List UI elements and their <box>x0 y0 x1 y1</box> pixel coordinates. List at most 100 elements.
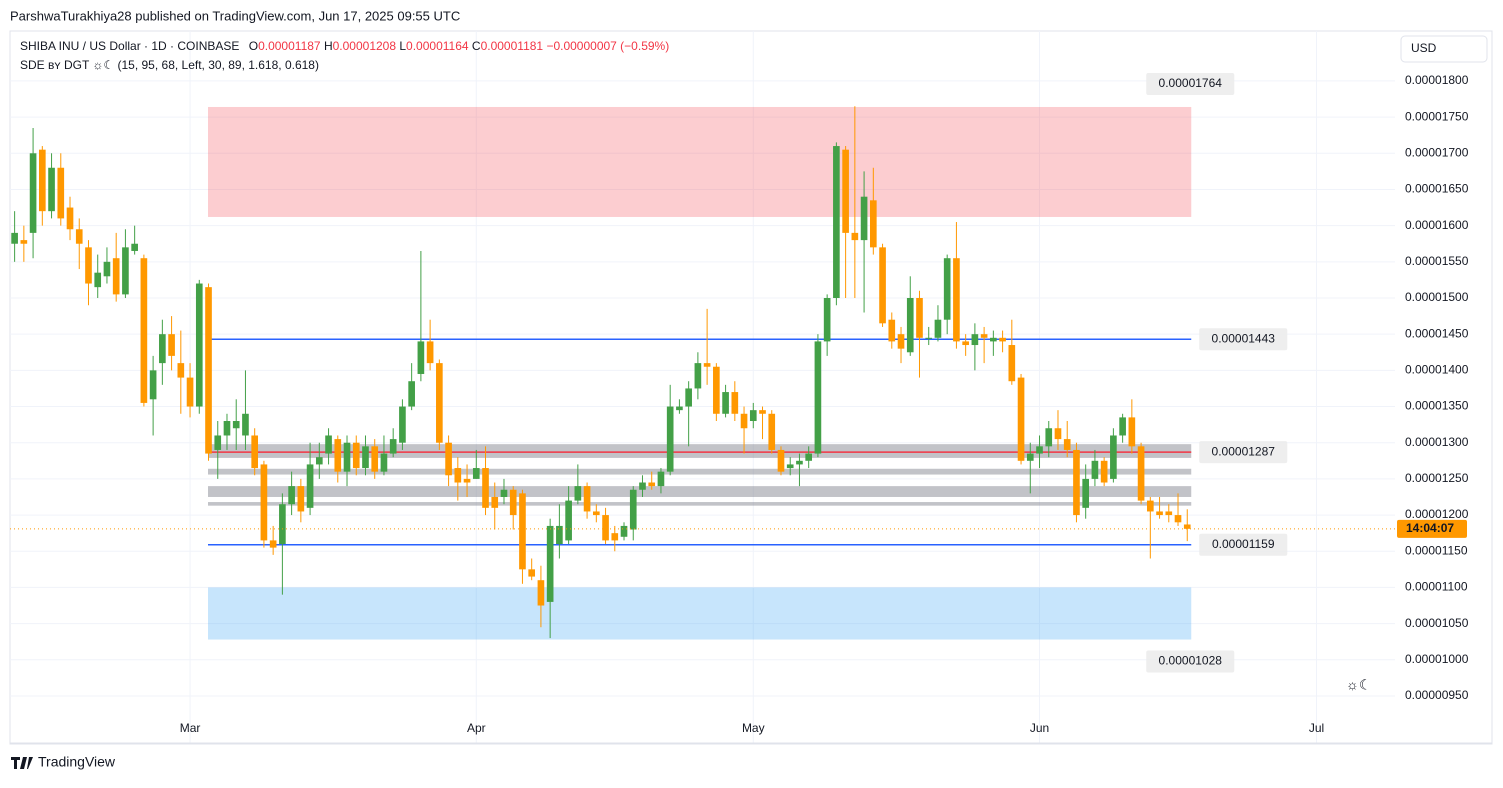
y-tick-label: 0.00001000 <box>1405 652 1469 666</box>
symbol-header: SHIBA INU / US Dollar · 1D · COINBASE O0… <box>20 39 669 53</box>
candle-body <box>805 453 813 461</box>
candle-body <box>602 515 609 541</box>
candle-body <box>546 525 554 602</box>
candle-body <box>29 153 37 233</box>
candle-body <box>1183 524 1191 529</box>
candle-body <box>685 388 692 407</box>
candle-body <box>436 363 443 443</box>
candle-body <box>352 442 360 469</box>
candle-body <box>491 496 499 508</box>
ohlc-key: L <box>399 39 406 53</box>
pane-border <box>9 30 1493 745</box>
candle-body <box>1026 453 1034 461</box>
ohlc-value: 0.00001187 <box>258 39 321 53</box>
candle-body <box>251 435 259 469</box>
indicator-header: SDE ʙʏ DGT ☼☾ (15, 95, 68, Left, 30, 89,… <box>20 58 319 72</box>
candle-body <box>777 449 785 472</box>
candle-body <box>934 319 942 338</box>
currency-box[interactable] <box>1400 35 1488 63</box>
ohlc-value: 0.00001164 <box>406 39 469 53</box>
ohlc-key: O <box>249 39 258 53</box>
candle-body <box>629 489 637 530</box>
x-tick-label: Jun <box>1030 721 1049 735</box>
logo-shape <box>11 757 33 769</box>
candle-body <box>223 421 231 436</box>
currency: USD <box>1411 41 1437 55</box>
level-label-box <box>1199 533 1288 556</box>
ohlc-key: H <box>324 39 333 53</box>
level-label-box <box>1199 328 1288 351</box>
candle-body <box>611 533 619 541</box>
candle-body <box>731 392 739 414</box>
candle-body <box>694 363 702 389</box>
candle-body <box>343 442 351 472</box>
candle-body <box>888 319 896 342</box>
candle-body <box>1174 515 1182 523</box>
candle-body <box>38 149 46 212</box>
candle-body <box>537 580 545 606</box>
candle-body <box>860 196 868 241</box>
ohlc-value: 0.00001181 <box>481 39 544 53</box>
candle-body <box>177 363 185 378</box>
candle-body <box>519 493 526 570</box>
zone <box>208 502 1192 506</box>
candle-body <box>1110 435 1117 479</box>
level-label-box <box>1146 650 1235 673</box>
candle-body <box>879 247 886 324</box>
candle-body <box>1119 417 1126 436</box>
candle-body <box>325 435 332 454</box>
countdown-box <box>1397 519 1467 538</box>
level-label: 0.00001159 <box>1212 537 1275 551</box>
candle-body <box>666 406 674 472</box>
level-label: 0.00001287 <box>1212 444 1276 458</box>
y-tick-label: 0.00001650 <box>1405 182 1469 196</box>
candle-body <box>1165 511 1173 516</box>
y-tick-label: 0.00001100 <box>1405 580 1468 594</box>
candle-body <box>786 464 794 469</box>
ohlc-value: 0.00001208 <box>333 39 397 53</box>
candle-body <box>768 413 776 450</box>
y-tick-label: 0.00001800 <box>1405 73 1469 87</box>
y-tick-label: 0.00001300 <box>1405 435 1469 449</box>
ohlc-key: C <box>472 39 481 53</box>
plot-layer: 0.00000950 0.00001000 0.00001050 0.00001100… <box>10 31 1492 744</box>
candle-body <box>149 370 157 400</box>
candle-body <box>103 261 111 277</box>
zone <box>208 587 1192 640</box>
y-tick-label: 0.00000950 <box>1405 688 1469 702</box>
y-tick-label: 0.00001550 <box>1405 254 1469 268</box>
y-tick-label: 0.00001200 <box>1405 507 1469 521</box>
change: −0.00000007 (−0.59%) <box>546 39 669 53</box>
level-label-box <box>1199 441 1288 464</box>
zone <box>208 444 1192 458</box>
candle-body <box>749 410 757 422</box>
candle-body <box>426 341 434 364</box>
candle-body <box>583 486 591 512</box>
candle-body <box>66 207 74 230</box>
candle-body <box>620 525 628 537</box>
x-tick-label: Mar <box>180 721 201 735</box>
candle-body <box>1063 439 1071 450</box>
candle-body <box>1017 377 1025 461</box>
candle-body <box>232 421 240 429</box>
candle-body <box>722 392 729 414</box>
brand-logo <box>11 757 33 769</box>
candle-body <box>1008 345 1016 382</box>
candle-body <box>1128 417 1136 447</box>
candle-body <box>962 341 969 346</box>
candle-body <box>1073 449 1080 516</box>
candle-body <box>953 258 960 342</box>
indicator-icon: ☼☾ <box>1346 677 1371 693</box>
candle-body <box>869 200 877 248</box>
candle-body <box>916 298 923 338</box>
candle-body <box>94 272 102 288</box>
candle-body <box>906 298 914 353</box>
candle-body <box>454 468 462 483</box>
candle-body <box>851 232 859 241</box>
candle-body <box>417 341 425 374</box>
candle-body <box>528 569 536 577</box>
candle-body <box>990 337 997 342</box>
candle-body <box>260 464 268 541</box>
y-tick-label: 0.00001150 <box>1405 543 1468 557</box>
